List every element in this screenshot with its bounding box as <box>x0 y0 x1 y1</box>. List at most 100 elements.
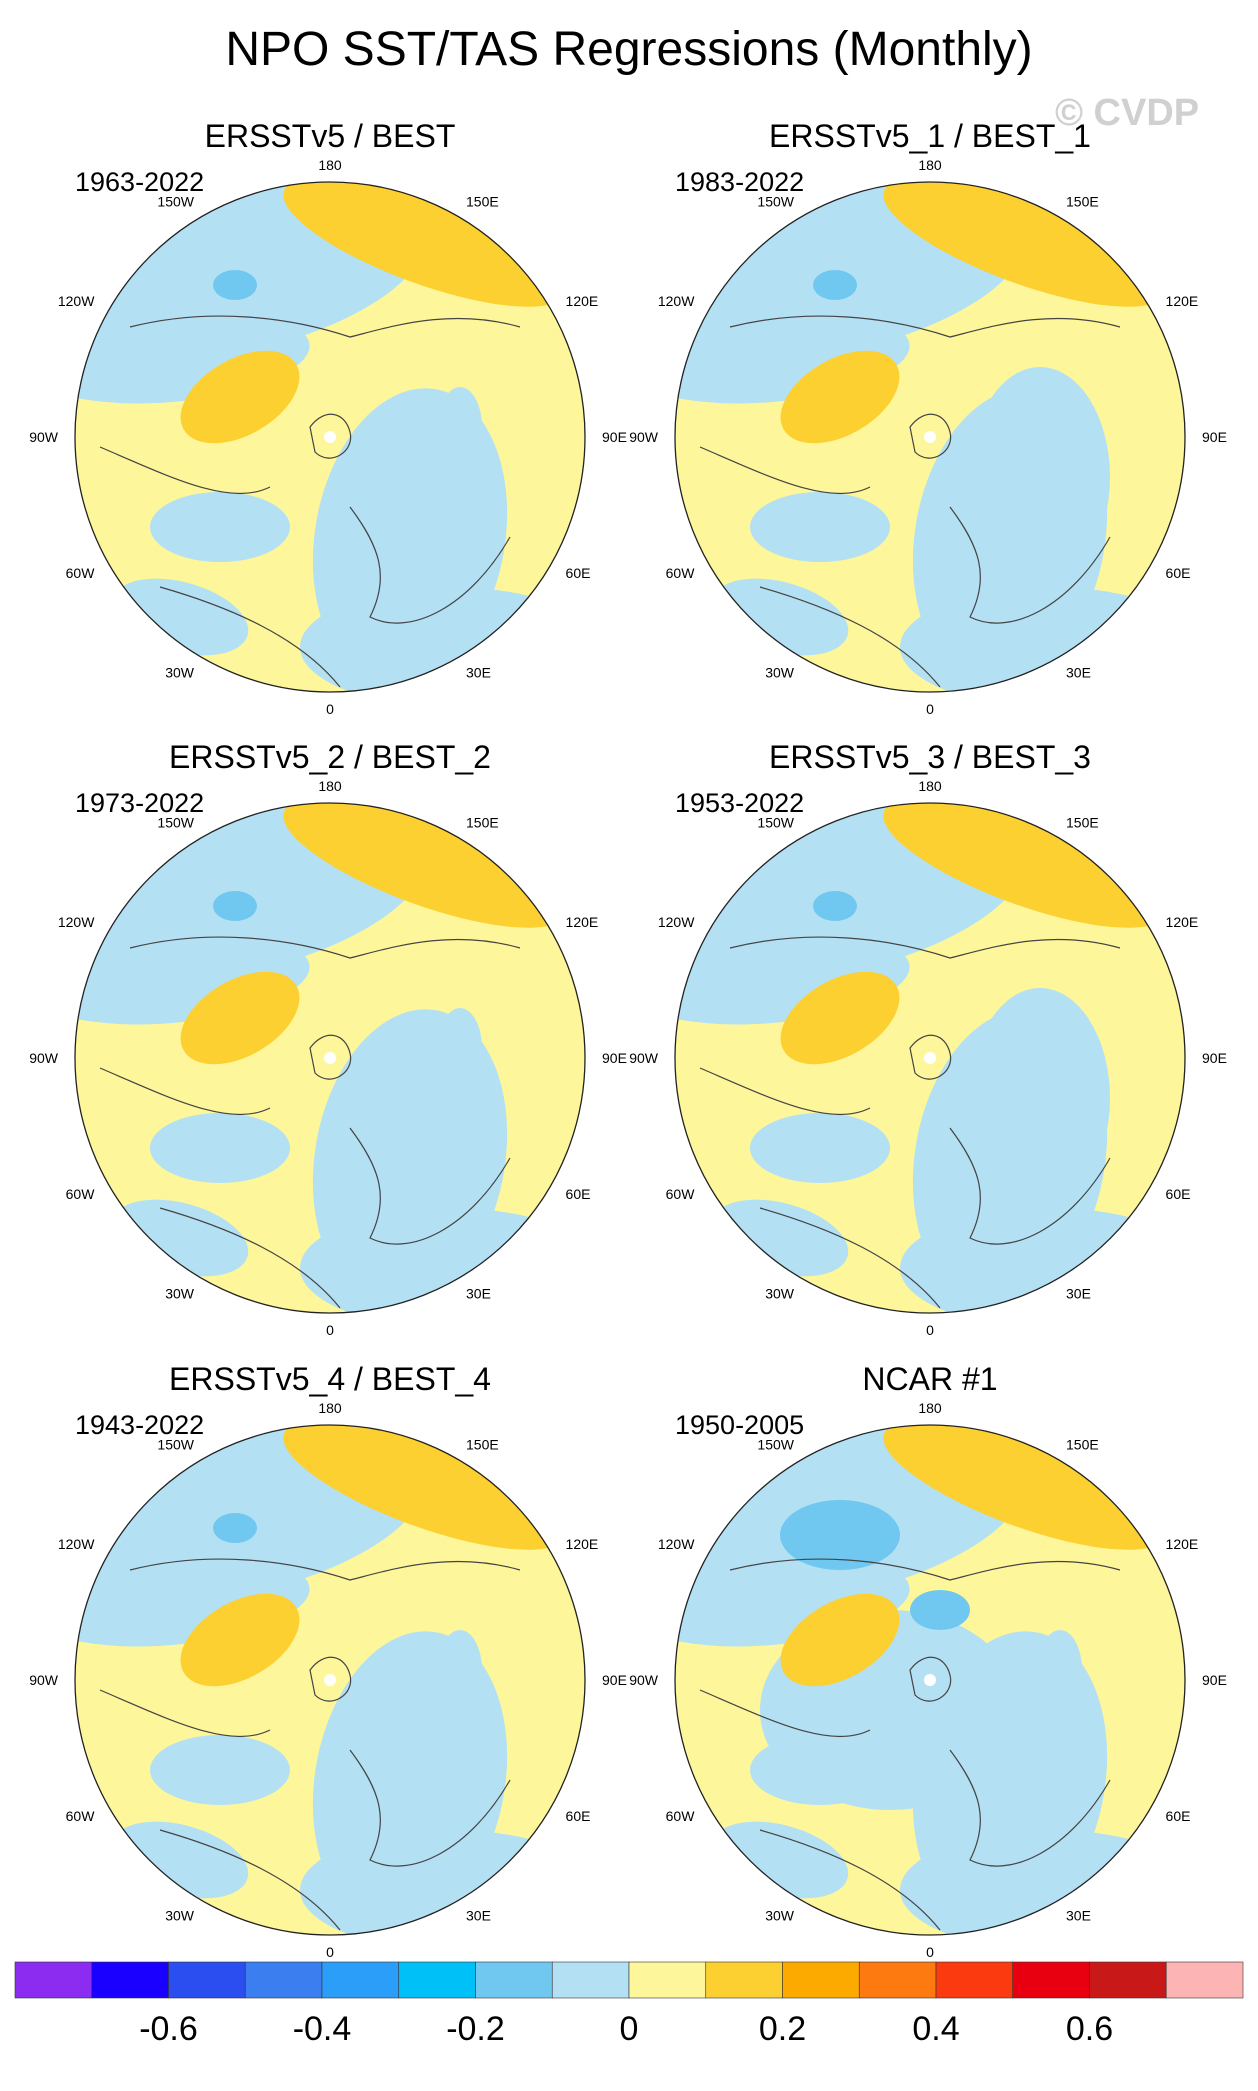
positive-region <box>883 803 1167 928</box>
longitude-label: 30W <box>165 1286 195 1302</box>
longitude-label: 150W <box>757 1436 794 1452</box>
longitude-label: 60E <box>1166 1186 1191 1202</box>
coastline <box>699 936 1121 1309</box>
longitude-label: 90W <box>629 1050 659 1066</box>
longitude-label: 90E <box>1202 1672 1227 1688</box>
longitude-label: 90E <box>602 1672 627 1688</box>
longitude-label: 120W <box>658 293 695 309</box>
longitude-label: 90W <box>629 429 659 445</box>
longitude-label: 60W <box>66 1808 96 1824</box>
longitude-label: 120E <box>566 1536 599 1552</box>
longitude-label: 60W <box>66 1186 96 1202</box>
longitude-label: 120E <box>1166 914 1199 930</box>
positive-region <box>283 1425 567 1550</box>
longitude-label: 30E <box>466 1908 491 1924</box>
colorbar-box <box>858 1961 937 1999</box>
positive-region <box>883 1425 1167 1550</box>
panel-title: ERSSTv5_3 / BEST_3 <box>769 739 1091 775</box>
pole-marker <box>924 1674 936 1686</box>
negative-region <box>438 1008 482 1088</box>
coastline-path <box>309 413 352 459</box>
coastline-path <box>759 586 941 688</box>
coastline-path <box>699 446 871 495</box>
colorbar-box <box>935 1961 1014 1999</box>
longitude-label: 90W <box>29 1050 59 1066</box>
longitude-label: 90W <box>29 429 59 445</box>
colorbar-box <box>705 1961 783 1999</box>
colorbar-box <box>168 1961 246 1999</box>
longitude-label: 30W <box>765 1908 795 1924</box>
panel-years: 1950-2005 <box>675 1410 804 1440</box>
longitude-label: 150W <box>157 193 194 209</box>
coastline-path <box>99 446 271 495</box>
longitude-label: 90W <box>629 1672 659 1688</box>
positive-region <box>780 971 900 1065</box>
positive-region <box>180 971 300 1065</box>
longitude-label: 120W <box>658 914 695 930</box>
longitude-label: 150W <box>757 814 794 830</box>
negative-core <box>813 891 857 921</box>
negative-core <box>213 270 257 300</box>
longitude-label: 60E <box>566 1808 591 1824</box>
negative-region <box>150 1735 290 1805</box>
longitude-label: 30W <box>765 1286 795 1302</box>
pole-marker <box>324 1052 336 1064</box>
map-border <box>74 1424 586 1936</box>
longitude-label: 150W <box>157 814 194 830</box>
map-border <box>74 802 586 1314</box>
longitude-label: 150W <box>757 193 794 209</box>
longitude-label: 30E <box>1066 1286 1091 1302</box>
longitude-label: 120W <box>58 1536 95 1552</box>
negative-region <box>750 1113 890 1183</box>
coastline-path <box>729 315 1121 338</box>
longitude-label: 180 <box>318 1400 342 1416</box>
longitude-label: 30W <box>165 1908 195 1924</box>
coastline-path <box>909 1034 952 1080</box>
longitude-label: 30E <box>1066 1908 1091 1924</box>
panel-years: 1943-2022 <box>75 1410 204 1440</box>
coastline-path <box>729 1558 1121 1581</box>
panel-title: ERSSTv5_4 / BEST_4 <box>169 1361 491 1397</box>
longitude-label: 0 <box>326 1944 334 1960</box>
longitude-label: 180 <box>318 778 342 794</box>
longitude-label: 60W <box>666 1186 696 1202</box>
colorbar-tick-label: 0.6 <box>1066 2010 1113 2048</box>
anomaly-field <box>675 182 1185 692</box>
coastline-path <box>129 1558 521 1581</box>
colorbar-box <box>244 1961 323 1999</box>
coastline-path <box>949 1749 1111 1867</box>
longitude-label: 180 <box>918 1400 942 1416</box>
longitude-label: 120E <box>1166 293 1199 309</box>
coastline-path <box>729 936 1121 959</box>
coastline <box>699 1558 1121 1931</box>
negative-core <box>780 1500 900 1570</box>
colorbar-tick-label: -0.4 <box>293 2010 352 2048</box>
colorbar-box <box>551 1961 630 1999</box>
longitude-label: 150E <box>466 193 499 209</box>
longitude-label: 120W <box>58 293 95 309</box>
colorbar-tick-label: 0.4 <box>912 2010 959 2048</box>
longitude-label: 180 <box>918 157 942 173</box>
negative-core <box>213 1513 257 1543</box>
map-border <box>674 802 1186 1314</box>
positive-region <box>180 350 300 444</box>
map-panel: NCAR #1 1950-2005 180 150E 120E 90E 60E 30E 0 30W… <box>629 1361 1227 1960</box>
longitude-label: 0 <box>926 1944 934 1960</box>
negative-region <box>150 492 290 562</box>
longitude-label: 60W <box>66 565 96 581</box>
longitude-label: 120E <box>566 914 599 930</box>
panel-title: ERSSTv5_1 / BEST_1 <box>769 118 1091 154</box>
longitude-label: 30W <box>165 665 195 681</box>
colorbar-box <box>1012 1961 1090 1999</box>
panel-years: 1983-2022 <box>675 167 804 197</box>
longitude-label: 150E <box>466 814 499 830</box>
coastline <box>99 315 521 688</box>
longitude-label: 0 <box>926 1322 934 1338</box>
coastline-path <box>129 936 521 959</box>
coastline-path <box>129 315 521 338</box>
panel-title: ERSSTv5_2 / BEST_2 <box>169 739 491 775</box>
positive-region <box>780 350 900 444</box>
coastline-path <box>159 1207 341 1309</box>
longitude-label: 60W <box>666 1808 696 1824</box>
positive-region <box>180 1593 300 1687</box>
